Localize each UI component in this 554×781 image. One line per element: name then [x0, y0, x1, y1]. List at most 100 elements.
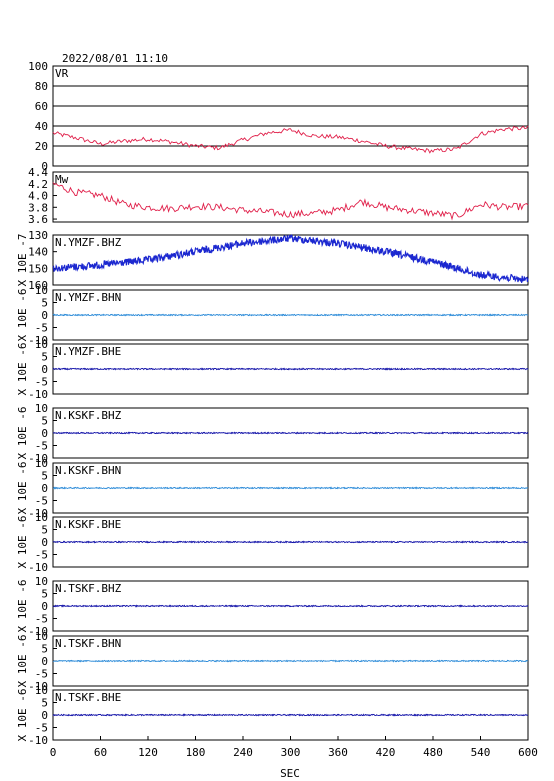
y-tick-label: -10: [28, 507, 48, 520]
y-tick-label: 20: [35, 140, 48, 153]
y-tick-label: 3.6: [28, 213, 48, 226]
y-tick-label: 5: [41, 297, 48, 310]
y-tick-label: 5: [41, 470, 48, 483]
y-unit-label: X 10E -6: [16, 343, 29, 396]
y-tick-label: 0: [41, 709, 48, 722]
y-tick-label: -10: [28, 388, 48, 401]
x-tick-label: 120: [138, 746, 158, 759]
x-tick-label: 600: [518, 746, 538, 759]
y-tick-label: -5: [35, 613, 48, 626]
y-tick-label: -5: [35, 722, 48, 735]
y-tick-label: -10: [28, 680, 48, 693]
y-tick-label: 80: [35, 80, 48, 93]
x-axis: 0 60 120 180 240 300 360 420 480 540 600: [50, 736, 538, 759]
y-tick-label: 5: [41, 524, 48, 537]
x-tick-label: 300: [281, 746, 301, 759]
y-tick-label: 5: [41, 643, 48, 656]
y-tick-label: 10: [35, 511, 48, 524]
y-tick-label: 10: [35, 575, 48, 588]
y-unit-label: X 10E -6: [16, 635, 29, 688]
series-trace: [52, 486, 529, 490]
series-trace: [52, 367, 529, 371]
y-tick-label: 10: [35, 284, 48, 297]
y-tick-label: 0: [41, 160, 48, 173]
y-tick-label: 0: [41, 536, 48, 549]
y-tick-label: 10: [35, 684, 48, 697]
series-trace: [52, 233, 529, 283]
series-label: VR: [55, 67, 69, 80]
y-tick-label: -5: [35, 322, 48, 335]
panel-vr: 100 80 60 40 20 0 VR: [28, 60, 529, 173]
y-tick-label: 60: [35, 100, 48, 113]
y-tick-label: 130: [28, 229, 48, 242]
y-unit-label: X 10E -6: [16, 580, 29, 633]
y-tick-label: -5: [35, 376, 48, 389]
y-tick-label: 4.4: [28, 166, 48, 179]
y-tick-label: -10: [28, 452, 48, 465]
y-unit-label: X 10E -6: [16, 289, 29, 342]
y-tick-label: 0: [41, 655, 48, 668]
y-tick-label: 100: [28, 60, 48, 73]
series-label: N.KSKF.BHZ: [55, 409, 122, 422]
y-tick-label: 40: [35, 120, 48, 133]
y-tick-label: -10: [28, 334, 48, 347]
y-tick-label: -10: [28, 734, 48, 747]
y-unit-label: X 10E -6: [16, 516, 29, 569]
panel-group: 100806040200VR4.44.24.03.83.6Mw130140150…: [16, 60, 529, 747]
y-tick-label: 4.2: [28, 178, 48, 191]
series-trace: [52, 659, 529, 663]
panel-frame: [52, 234, 529, 286]
panel-mw: 4.44.24.03.83.6 Mw: [28, 166, 529, 226]
y-tick-label: 5: [41, 697, 48, 710]
y-tick-label: -5: [35, 440, 48, 453]
series-trace: [52, 713, 529, 717]
y-tick-label: 5: [41, 588, 48, 601]
y-unit-label: X 10E -6: [16, 462, 29, 515]
y-tick-label: 10: [35, 457, 48, 470]
y-tick-label: 140: [28, 246, 48, 259]
y-tick-label: 0: [41, 363, 48, 376]
x-tick-label: 480: [423, 746, 443, 759]
series-label: N.YMZF.BHZ: [55, 236, 122, 249]
series-trace: [52, 431, 529, 435]
y-tick-label: 5: [41, 351, 48, 364]
x-tick-label: 360: [328, 746, 348, 759]
series-label: N.KSKF.BHN: [55, 464, 121, 477]
y-tick-label: -10: [28, 561, 48, 574]
y-tick-label: 4.0: [28, 190, 48, 203]
y-tick-label: 0: [41, 482, 48, 495]
panel-n-ymzf-bhz: 130 140 150 160 N.YMZF.BHZ X 10E -7: [16, 229, 529, 292]
y-tick-label: 10: [35, 338, 48, 351]
series-trace: [52, 313, 529, 317]
series-label: N.TSKF.BHE: [55, 691, 121, 704]
y-tick-label: 10: [35, 630, 48, 643]
x-tick-label: 0: [50, 746, 57, 759]
series-trace: [52, 604, 529, 608]
y-tick-label: 0: [41, 309, 48, 322]
series-label: N.YMZF.BHE: [55, 345, 121, 358]
series-trace: [52, 125, 529, 154]
y-tick-label: 10: [35, 402, 48, 415]
y-tick-label: 0: [41, 600, 48, 613]
series-label: Mw: [55, 173, 69, 186]
panel-frame: [52, 65, 529, 167]
series-label: N.KSKF.BHE: [55, 518, 121, 531]
y-unit-label: X 10E -7: [16, 234, 29, 287]
y-tick-label: 0: [41, 427, 48, 440]
panel-frame: [52, 171, 529, 223]
y-tick-label: 3.8: [28, 201, 48, 214]
y-unit-label: X 10E -6: [16, 689, 29, 742]
x-tick-label: 60: [94, 746, 107, 759]
series-label: N.TSKF.BHN: [55, 637, 121, 650]
x-axis-label: SEC: [280, 767, 300, 780]
y-tick-label: 5: [41, 415, 48, 428]
series-trace: [52, 540, 529, 544]
